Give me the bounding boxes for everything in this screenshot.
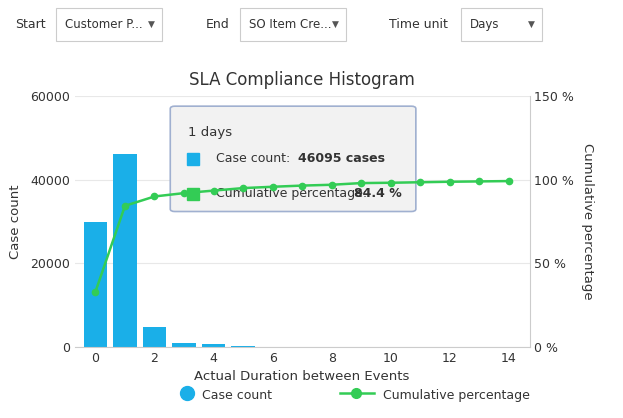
Text: Start: Start xyxy=(16,18,46,31)
Text: 46095 cases: 46095 cases xyxy=(298,152,384,166)
Text: Cumulative percentage: Cumulative percentage xyxy=(383,388,530,402)
Text: Customer P...: Customer P... xyxy=(65,18,143,31)
Text: Days: Days xyxy=(470,18,500,31)
Text: ▼: ▼ xyxy=(332,20,339,28)
Bar xyxy=(202,344,226,347)
Text: End: End xyxy=(206,18,229,31)
Bar xyxy=(143,327,166,347)
Text: Case count:: Case count: xyxy=(216,152,294,166)
Bar xyxy=(231,346,255,347)
FancyBboxPatch shape xyxy=(240,8,346,41)
X-axis label: Actual Duration between Events: Actual Duration between Events xyxy=(194,370,410,383)
Text: 1 days: 1 days xyxy=(188,126,232,139)
FancyBboxPatch shape xyxy=(56,8,162,41)
Text: SO Item Cre...: SO Item Cre... xyxy=(249,18,331,31)
Y-axis label: Case count: Case count xyxy=(9,184,22,259)
Y-axis label: Cumulative percentage: Cumulative percentage xyxy=(581,143,594,300)
FancyBboxPatch shape xyxy=(170,106,416,212)
FancyBboxPatch shape xyxy=(461,8,542,41)
Bar xyxy=(113,154,137,347)
Text: ▼: ▼ xyxy=(528,20,535,28)
Bar xyxy=(83,222,107,347)
Text: ▼: ▼ xyxy=(148,20,155,28)
Text: Time unit: Time unit xyxy=(389,18,449,31)
Text: 84.4 %: 84.4 % xyxy=(354,187,402,201)
Bar xyxy=(172,343,196,347)
Title: SLA Compliance Histogram: SLA Compliance Histogram xyxy=(189,71,415,89)
Text: Case count: Case count xyxy=(202,388,272,402)
Text: Cumulative percentage:: Cumulative percentage: xyxy=(216,187,371,201)
